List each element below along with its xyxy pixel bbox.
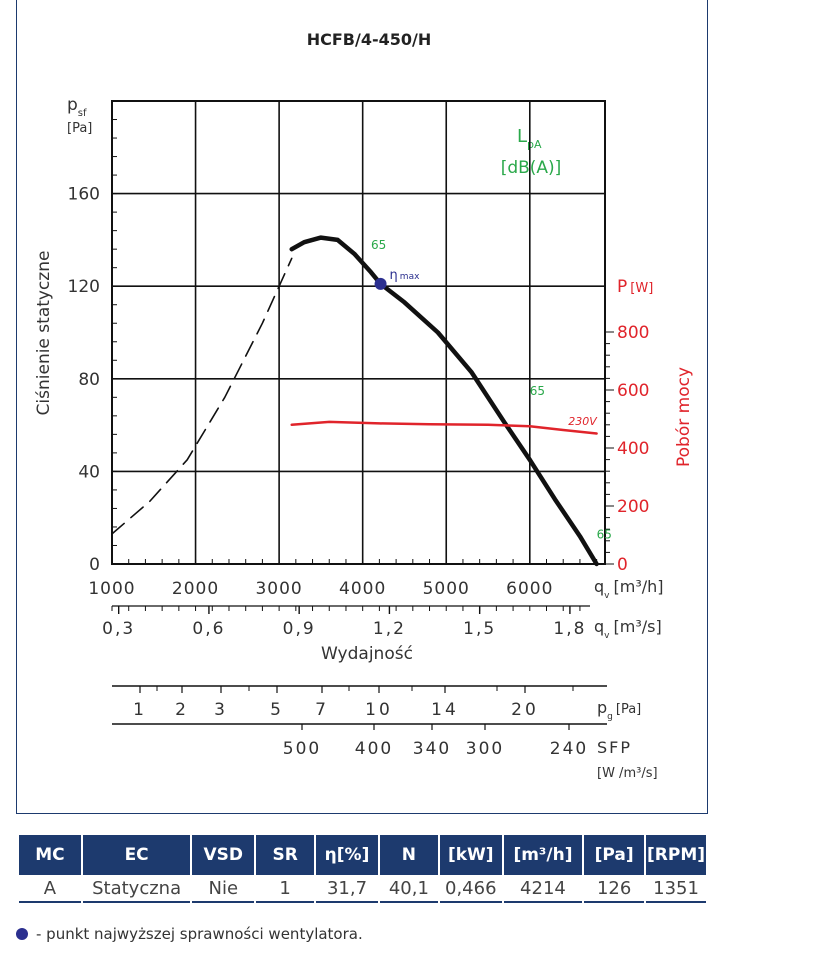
noise-level-annotation: 65	[371, 238, 386, 252]
series: 230V	[111, 235, 599, 567]
pressure-curve-unstable	[111, 257, 293, 535]
cell-n: 40,1	[379, 875, 438, 903]
chart-title: HCFB/4-450/H	[307, 30, 432, 49]
m3s-tick-label: 0,9	[283, 619, 316, 639]
pg-tick-label: 7	[315, 700, 329, 720]
power-axis-ticks: 0 200 400 600 800	[604, 323, 649, 575]
sfp-scale-symbol: SFP	[597, 738, 632, 757]
power-tick-label: 600	[617, 381, 649, 401]
header-mc: MC	[19, 835, 81, 875]
header-efficiency: η[%]	[316, 835, 378, 875]
cell-pressure: 126	[584, 875, 645, 903]
y-tick-label: 120	[68, 277, 100, 297]
noise-level-annotation: 65	[597, 528, 612, 542]
sfp-scale-unit: [W /m³/s]	[597, 766, 658, 781]
x-tick-label: 4000	[339, 579, 386, 599]
pg-tick-label: 14	[431, 700, 459, 720]
eta-max-point	[374, 277, 387, 290]
m3s-tick-label: 1,5	[463, 619, 496, 639]
x-tick-label: 3000	[255, 579, 302, 599]
x-axis-ticks: 1000 2000 3000 4000 5000 6000 0,3 0,6 0,9 1,2 1,5 1…	[88, 579, 590, 639]
cell-mc: A	[19, 875, 81, 903]
header-kw: [kW]	[439, 835, 502, 875]
spec-table-header: MC EC VSD SR η[%] N [kW] [m³/h] [Pa] [RP…	[19, 835, 706, 875]
y-axis-ticks: 0 40 80 120 160	[68, 185, 100, 575]
pg-tick-label: 10	[365, 700, 393, 720]
power-curve	[290, 420, 598, 435]
cell-efficiency: 31,7	[316, 875, 378, 903]
sfp-tick-label: 500	[283, 739, 321, 759]
x-axis-label: Wydajność	[321, 644, 413, 664]
pg-tick-label: 20	[511, 700, 539, 720]
pg-tick-label: 5	[270, 700, 284, 720]
sfp-tick-label: 300	[466, 739, 504, 759]
power-axis-symbol: P [W]	[617, 277, 653, 297]
y-tick-label: 0	[89, 555, 100, 575]
pg-scale-symbol: pg [Pa]	[597, 698, 641, 722]
y-axis-label: Ciśnienie statyczne	[34, 251, 54, 416]
pressure-curve	[289, 235, 599, 567]
x-axis-unit-h: qv [m³/h]	[594, 577, 664, 601]
y-tick-label: 80	[78, 370, 100, 390]
pg-tick-label: 3	[214, 700, 228, 720]
header-rpm: [RPM]	[646, 835, 706, 875]
chart-frame: HCFB/4-450/H psf [Pa] Ciśnienie statyczn…	[16, 0, 708, 814]
eta-point-legend-icon	[16, 928, 28, 940]
power-tick-label: 200	[617, 497, 649, 517]
m3s-tick-label: 0,3	[102, 619, 135, 639]
power-axis-label: Pobór mocy	[674, 367, 694, 467]
noise-level-symbol: LpA	[517, 126, 542, 151]
header-sr: SR	[256, 835, 315, 875]
cell-ec: Statyczna	[82, 875, 191, 903]
y-axis-unit: [Pa]	[67, 121, 92, 136]
cell-kw: 0,466	[439, 875, 502, 903]
y-tick-label: 40	[78, 462, 100, 482]
power-series-label: 230V	[568, 415, 598, 428]
sfp-tick-label: 240	[550, 739, 588, 759]
sfp-tick-label: 340	[413, 739, 451, 759]
x-tick-label: 2000	[172, 579, 219, 599]
annotations: 65 65 65	[371, 238, 612, 541]
fan-performance-chart: HCFB/4-450/H psf [Pa] Ciśnienie statyczn…	[34, 30, 694, 781]
power-tick-label: 800	[617, 323, 649, 343]
y-tick-label: 160	[68, 185, 100, 205]
cell-sr: 1	[256, 875, 315, 903]
x-tick-label: 1000	[88, 579, 135, 599]
x-tick-label: 6000	[506, 579, 553, 599]
noise-level-unit: [dB(A)]	[501, 158, 562, 178]
header-airflow: [m³/h]	[503, 835, 583, 875]
legend-note: - punkt najwyższej sprawności wentylator…	[16, 925, 363, 943]
x-tick-label: 5000	[423, 579, 470, 599]
header-n: N	[379, 835, 438, 875]
auxiliary-scales: 1 2 3 5 7 10 14 20 500 400 340 300 240	[112, 685, 607, 759]
noise-level-annotation: 65	[530, 384, 545, 398]
table-row: A Statyczna Nie 1 31,7 40,1 0,466 4214 1…	[19, 875, 706, 903]
pg-tick-label: 1	[133, 700, 147, 720]
pg-tick-label: 2	[175, 700, 189, 720]
m3s-tick-label: 1,2	[373, 619, 406, 639]
header-vsd: VSD	[192, 835, 255, 875]
m3s-tick-label: 1,8	[553, 619, 586, 639]
y-axis-symbol: psf	[67, 95, 87, 119]
cell-rpm: 1351	[646, 875, 706, 903]
sfp-tick-label: 400	[355, 739, 393, 759]
m3s-tick-label: 0,6	[192, 619, 225, 639]
eta-max-label: η max	[390, 268, 421, 283]
spec-table: MC EC VSD SR η[%] N [kW] [m³/h] [Pa] [RP…	[17, 835, 708, 903]
header-pressure: [Pa]	[584, 835, 645, 875]
x-axis-unit-s: qv [m³/s]	[594, 617, 662, 641]
cell-airflow: 4214	[503, 875, 583, 903]
legend-note-text: - punkt najwyższej sprawności wentylator…	[36, 925, 363, 943]
header-ec: EC	[82, 835, 191, 875]
power-tick-label: 400	[617, 439, 649, 459]
cell-vsd: Nie	[192, 875, 255, 903]
power-tick-label: 0	[617, 555, 628, 575]
